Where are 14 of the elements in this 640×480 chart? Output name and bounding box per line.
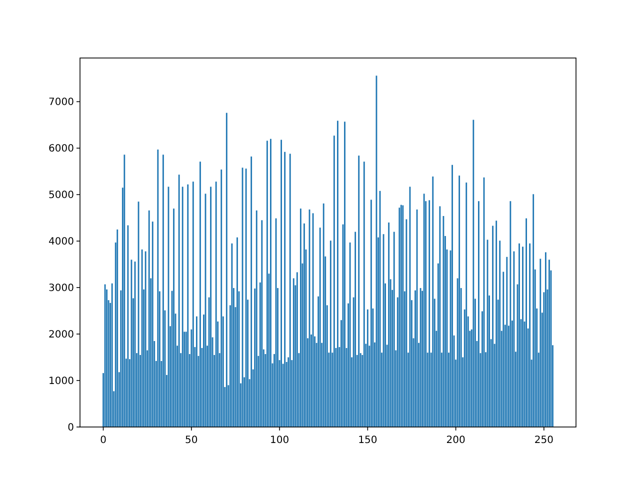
x-tick-label: 100: [270, 435, 290, 446]
y-tick-label: 0: [68, 422, 74, 434]
x-tick-label: 250: [534, 435, 554, 446]
x-tick-label: 50: [185, 435, 198, 446]
x-tick-label: 200: [446, 435, 466, 446]
y-tick-label: 2000: [48, 330, 74, 341]
y-tick-label: 7000: [48, 97, 74, 108]
y-tick-label: 5000: [48, 190, 74, 202]
y-tick-label: 1000: [48, 376, 74, 388]
x-tick-label: 150: [358, 435, 378, 446]
x-tick-label: 0: [100, 435, 106, 446]
y-tick-label: 3000: [48, 283, 74, 294]
y-tick-label: 6000: [48, 144, 74, 155]
y-tick-label: 4000: [48, 236, 74, 248]
